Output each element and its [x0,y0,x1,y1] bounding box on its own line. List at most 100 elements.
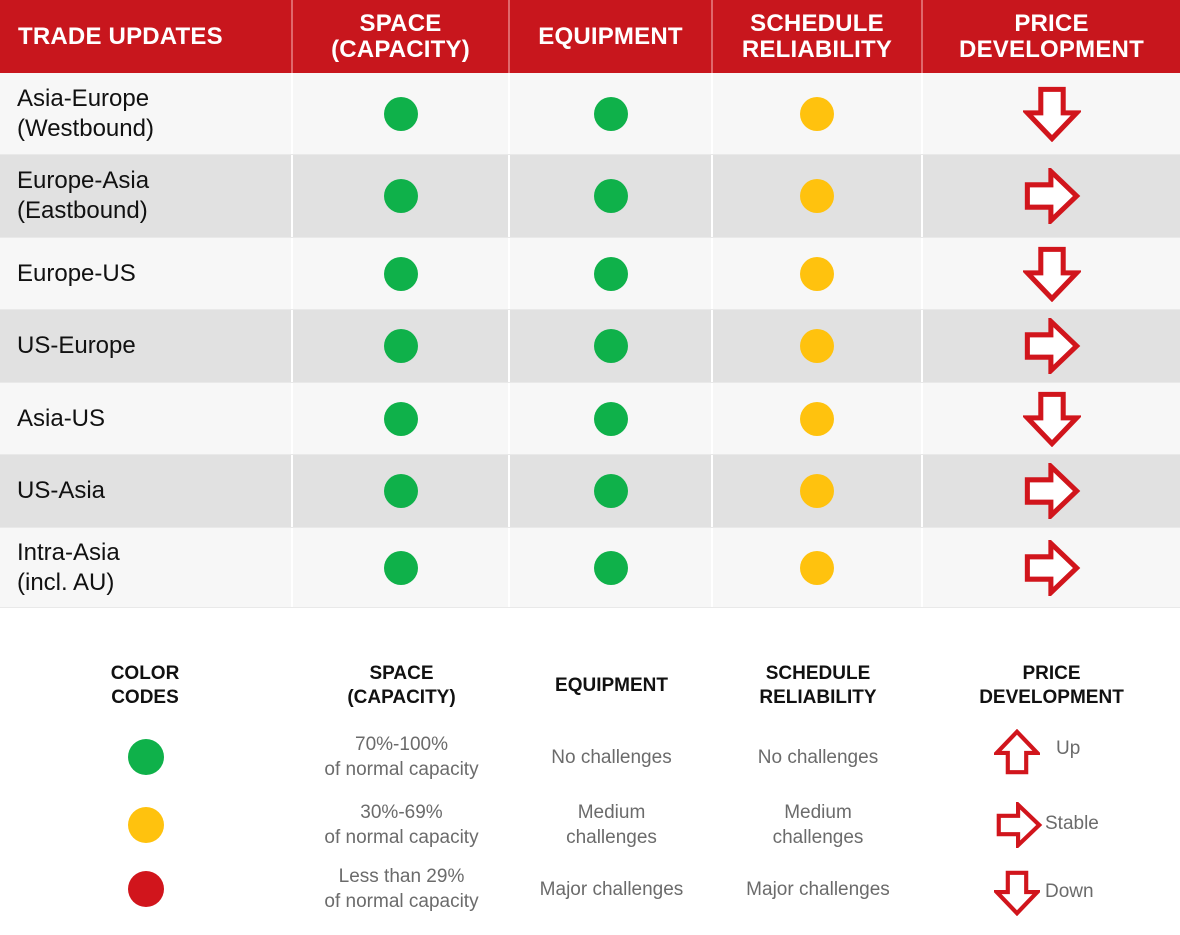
equipment-cell [510,455,713,527]
trade-updates-table: Trade Updates Space (Capacity) Equipment… [0,0,1180,608]
legend-price-label: Up [1056,738,1081,759]
legend-equipment-text: Medium challenges [566,802,657,848]
schedule-cell [713,310,923,382]
space-cell [293,528,510,607]
table-row: Asia-US [0,383,1180,455]
header-trade-updates: Trade Updates [0,0,293,73]
space-status-dot [383,96,418,131]
schedule-status-dot [800,256,834,291]
trade-label: Asia-Europe (Westbound) [0,73,293,154]
header-equipment: Equipment [510,0,713,73]
legend-price-down [994,870,1040,916]
arrow-right-icon [1024,539,1080,596]
equipment-status-dot [593,401,628,436]
schedule-status-dot [800,401,834,436]
table-row: US-Europe [0,310,1180,383]
legend-price-label: Down [1045,881,1094,902]
legend-equipment-text: No challenges [551,746,672,768]
header-schedule-reliability: Schedule Reliability [713,0,923,73]
table-body: Asia-Europe (Westbound) Europe-Asia (East… [0,73,1180,608]
space-status-dot [383,179,418,213]
legend-price-stable [994,802,1044,848]
table-row: Europe-US [0,238,1180,310]
color-codes-legend: Color codes Space (Capacity) Equipment S… [0,640,1180,935]
trade-label: Europe-US [0,238,293,309]
trade-label: Asia-US [0,383,293,454]
price-cell [923,383,1180,454]
arrow-up-icon [994,729,1040,775]
price-cell [923,455,1180,527]
equipment-status-dot [593,329,628,363]
arrow-right-icon [1024,318,1080,374]
schedule-status-dot [800,96,834,131]
legend-space-text: 70%-100% of normal capacity [324,734,479,780]
equipment-status-dot [593,474,628,508]
legend-header-schedule: Schedule reliability [759,663,877,708]
legend-space-text: Less than 29% of normal capacity [324,866,479,912]
schedule-status-dot [800,179,834,213]
table-row: Intra-Asia (incl. AU) [0,528,1180,608]
trade-label: US-Europe [0,310,293,382]
table-row: Asia-Europe (Westbound) [0,73,1180,155]
trade-label: US-Asia [0,455,293,527]
header-price-development: Price Development [959,9,1144,63]
space-status-dot [383,550,418,585]
equipment-status-dot [593,256,628,291]
equipment-cell [510,73,713,154]
price-cell [923,238,1180,309]
legend-schedule-text: Medium challenges [772,802,864,848]
legend-price-up [994,729,1040,775]
arrow-right-icon [1024,168,1080,224]
space-status-dot [383,329,418,363]
space-cell [293,238,510,309]
space-status-dot [383,474,418,508]
arrow-down-icon [994,870,1040,916]
price-cell [923,73,1180,154]
space-cell [293,455,510,527]
legend-amber-dot [128,807,164,843]
space-status-dot [383,256,418,291]
schedule-cell [713,238,923,309]
equipment-cell [510,155,713,237]
space-status-dot [383,401,418,436]
legend-equipment-text: Major challenges [539,878,684,900]
table-row: US-Asia [0,455,1180,528]
price-cell [923,528,1180,607]
legend-header-price: Price development [979,663,1124,708]
table-row: Europe-Asia (Eastbound) [0,155,1180,238]
space-cell [293,155,510,237]
legend-price-label: Stable [1045,813,1099,834]
legend-green-dot [128,739,164,775]
header-space: Space (Capacity) [293,0,510,73]
arrow-down-icon [1022,391,1081,447]
equipment-status-dot [593,550,628,585]
schedule-status-dot [800,329,834,363]
price-cell [923,310,1180,382]
legend-header-space: Space (Capacity) [347,663,456,708]
schedule-status-dot [800,550,834,585]
trade-label: Intra-Asia (incl. AU) [0,528,293,607]
space-cell [293,383,510,454]
legend-header-equipment: Equipment [555,675,668,696]
arrow-right-icon [1024,463,1080,519]
legend-schedule-text: Major challenges [746,878,890,900]
equipment-cell [510,383,713,454]
legend-red-dot [128,871,164,907]
space-cell [293,310,510,382]
equipment-cell [510,528,713,607]
equipment-cell [510,238,713,309]
trade-label: Europe-Asia (Eastbound) [0,155,293,237]
arrow-down-icon [1022,86,1081,142]
schedule-cell [713,383,923,454]
arrow-down-icon [1022,246,1081,302]
schedule-cell [713,155,923,237]
legend-header-color-codes: Color codes [110,663,180,708]
legend-schedule-text: No challenges [757,746,879,768]
space-cell [293,73,510,154]
table-header: Trade Updates Space (Capacity) Equipment… [0,0,1180,73]
price-cell [923,155,1180,237]
schedule-status-dot [800,474,834,508]
arrow-right-icon [996,802,1043,848]
schedule-cell [713,528,923,607]
schedule-cell [713,455,923,527]
